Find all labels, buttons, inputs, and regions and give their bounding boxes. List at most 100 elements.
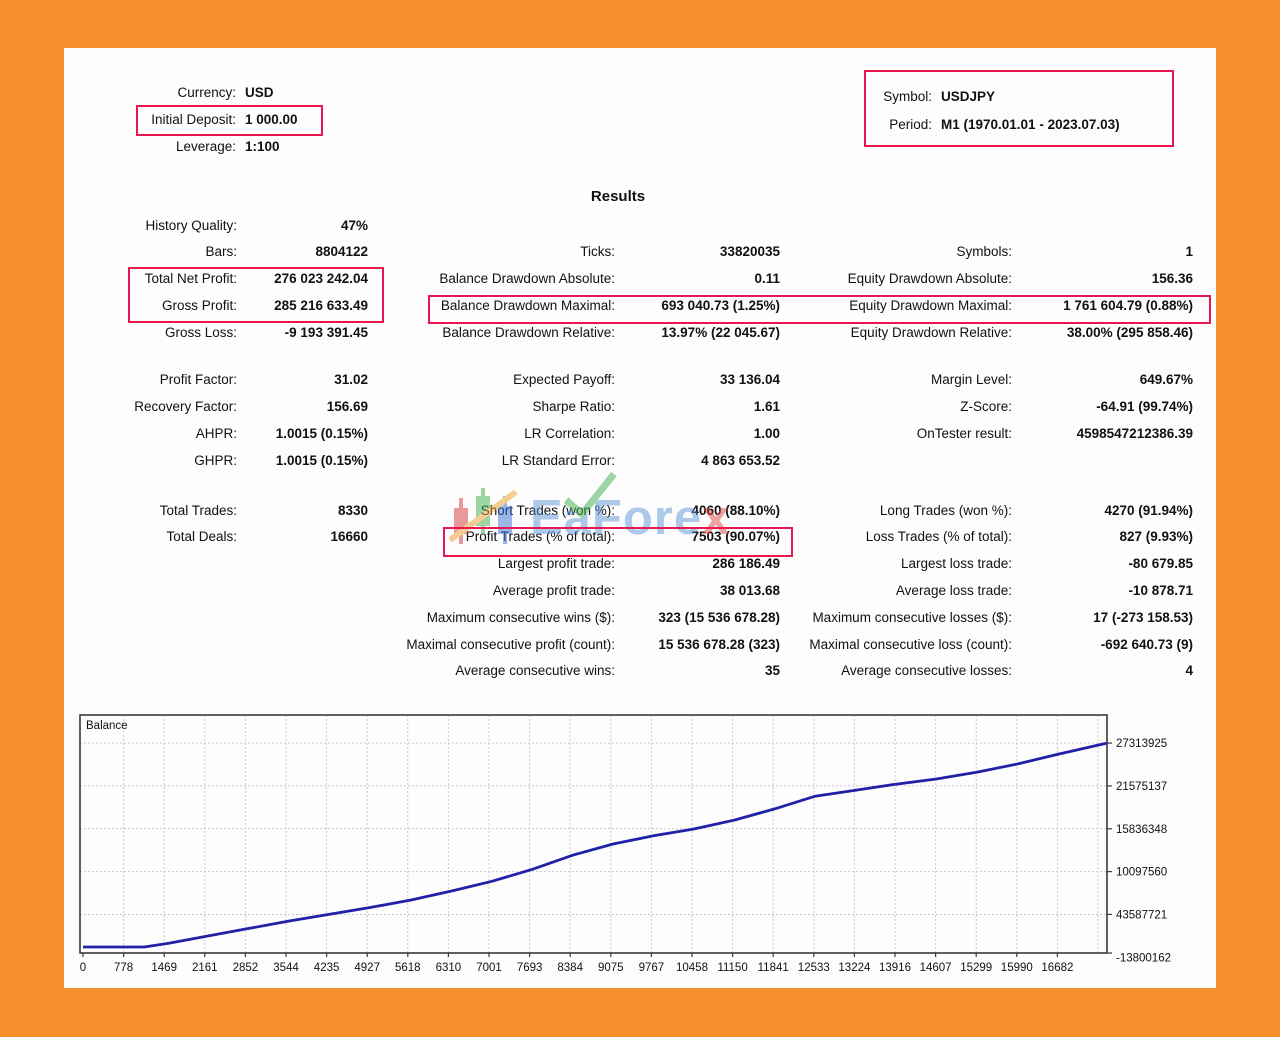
currency-label: Currency:: [177, 85, 236, 100]
stats-table: History Quality: 47% Bars: 8804122 Ticks: 338…: [64, 213, 1193, 686]
x-axis-tick-label: 10458: [676, 962, 708, 974]
stat-value: 827 (9.93%): [1119, 529, 1193, 545]
balance-line: [83, 741, 1108, 949]
x-axis-tick-label: 4927: [354, 962, 380, 974]
initial-deposit-value: 1 000.00: [245, 112, 298, 127]
stat-value: 16660: [330, 529, 368, 545]
stat-label: Gross Profit:: [161, 297, 237, 313]
stat-value: 1.00: [753, 426, 780, 442]
stats-block: Profit Factor: 31.02 Expected Payoff: 33 13…: [64, 367, 1193, 474]
stat-label: Z-Score:: [960, 399, 1012, 415]
stat-value: 1.0015 (0.15%): [275, 426, 368, 442]
stat-value: [615, 213, 780, 240]
stat-label: OnTester result:: [916, 426, 1012, 442]
stat-value: -9 193 391.45: [284, 324, 368, 340]
x-axis-tick-label: 7693: [517, 962, 543, 974]
stat-label: Margin Level:: [930, 372, 1012, 388]
stat-label: [64, 551, 237, 578]
y-axis-tick-label: 43587721: [1116, 909, 1167, 921]
stat-value: [1012, 448, 1193, 475]
stat-label: Largest profit trade:: [497, 556, 615, 572]
symbol-label: Symbol:: [883, 88, 932, 104]
stat-value: 13.97% (22 045.67): [661, 324, 780, 340]
stat-label: Equity Drawdown Relative:: [850, 324, 1012, 340]
stat-label: Largest loss trade:: [900, 556, 1012, 572]
stat-label: Gross Loss:: [164, 324, 237, 340]
stat-value: 323 (15 536 678.28): [658, 609, 780, 625]
x-axis-tick-label: 13916: [879, 962, 911, 974]
stat-label: Equity Drawdown Maximal:: [849, 297, 1012, 313]
stat-value: 156.69: [326, 399, 368, 415]
stat-label: Profit Trades (% of total):: [465, 529, 615, 545]
stat-label: Maximum consecutive wins ($):: [426, 609, 615, 625]
stat-value: 33820035: [719, 244, 780, 260]
x-axis-tick-label: 13224: [838, 962, 871, 974]
x-axis-tick-label: 6310: [436, 962, 462, 974]
x-axis-tick-label: 15990: [1001, 962, 1033, 974]
stat-label: Total Net Profit:: [144, 271, 237, 287]
stat-value: 286 186.49: [712, 556, 780, 572]
stat-label: [64, 605, 237, 632]
stat-value: -10 878.71: [1128, 583, 1193, 599]
balance-chart-canvas: 0 778 1469 2161 2852 3544 4235 4927 5618 6310 7001…: [79, 714, 1171, 974]
leverage-label: Leverage:: [175, 139, 236, 154]
stat-label: Average consecutive losses:: [841, 663, 1012, 679]
stat-value: 0.11: [754, 271, 780, 287]
stat-value: 8330: [337, 502, 368, 518]
stat-value: 4 863 653.52: [701, 452, 780, 468]
currency-value: USD: [245, 85, 274, 100]
stat-value: 156.36: [1151, 271, 1193, 287]
x-axis-tick-label: 7001: [476, 962, 502, 974]
x-axis-tick-label: 5618: [395, 962, 421, 974]
stat-label: LR Correlation:: [524, 426, 615, 442]
stat-value: -80 679.85: [1128, 556, 1193, 572]
x-axis-tick-label: 0: [80, 962, 86, 974]
stat-value: 649.67%: [1139, 372, 1193, 388]
x-axis-tick-label: 2161: [192, 962, 218, 974]
stat-value: 15 536 678.28 (323): [658, 636, 780, 652]
x-axis-tick-label: 778: [114, 962, 133, 974]
stat-label: Balance Drawdown Relative:: [442, 324, 615, 340]
x-axis-tick-label: 2852: [233, 962, 259, 974]
x-axis-tick-label: 12533: [798, 962, 830, 974]
balance-chart: 0 778 1469 2161 2852 3544 4235 4927 5618 6310 7001…: [64, 711, 1216, 986]
stat-value: [237, 658, 368, 685]
stat-label: AHPR:: [195, 426, 237, 442]
stat-value: [237, 632, 368, 659]
x-axis-tick-label: 9075: [598, 962, 624, 974]
stat-value: [237, 605, 368, 632]
stat-label: Maximum consecutive losses ($):: [812, 609, 1012, 625]
stat-label: LR Standard Error:: [501, 452, 615, 468]
stat-value: 4598547212386.39: [1076, 426, 1193, 442]
stat-value: 4270 (91.94%): [1104, 502, 1193, 518]
y-axis-tick-label: 10097560: [1116, 867, 1167, 879]
stat-value: 4060 (88.10%): [691, 502, 780, 518]
stat-value: 33 136.04: [719, 372, 780, 388]
stats-block: Total Trades: 8330 Short Trades (won %): 40…: [64, 498, 1193, 686]
stat-label: Maximal consecutive profit (count):: [406, 636, 615, 652]
stat-label: Symbols:: [956, 244, 1012, 260]
x-axis-tick-label: 9767: [639, 962, 665, 974]
chart-plot-border: [79, 714, 1108, 954]
stat-value: 35: [764, 663, 780, 679]
stat-value: 276 023 242.04: [274, 271, 368, 287]
stat-value: 7503 (90.07%): [691, 529, 780, 545]
period-value: M1 (1970.01.01 - 2023.07.03): [941, 116, 1120, 132]
x-axis-tick-label: 1469: [151, 962, 177, 974]
stat-value: 693 040.73 (1.25%): [661, 297, 780, 313]
chart-legend-balance: Balance: [86, 720, 128, 732]
y-axis-tick-label: 21575137: [1116, 781, 1167, 793]
stat-value: 1.61: [753, 399, 780, 415]
stat-label: Average loss trade:: [895, 583, 1012, 599]
stat-value: [1012, 213, 1193, 240]
stat-label: Equity Drawdown Absolute:: [847, 271, 1012, 287]
stat-label: [780, 213, 1012, 240]
stat-label: Maximal consecutive loss (count):: [809, 636, 1012, 652]
stat-label: [368, 213, 615, 240]
stat-label: [64, 578, 237, 605]
report-content: Currency: USD Initial Deposit: 1 000.00 …: [64, 48, 1216, 988]
y-axis-tick-label: -13800162: [1116, 952, 1171, 964]
x-axis-tick-label: 11150: [717, 962, 747, 974]
leverage-value: 1:100: [245, 139, 280, 154]
stat-label: Total Trades:: [159, 502, 237, 518]
